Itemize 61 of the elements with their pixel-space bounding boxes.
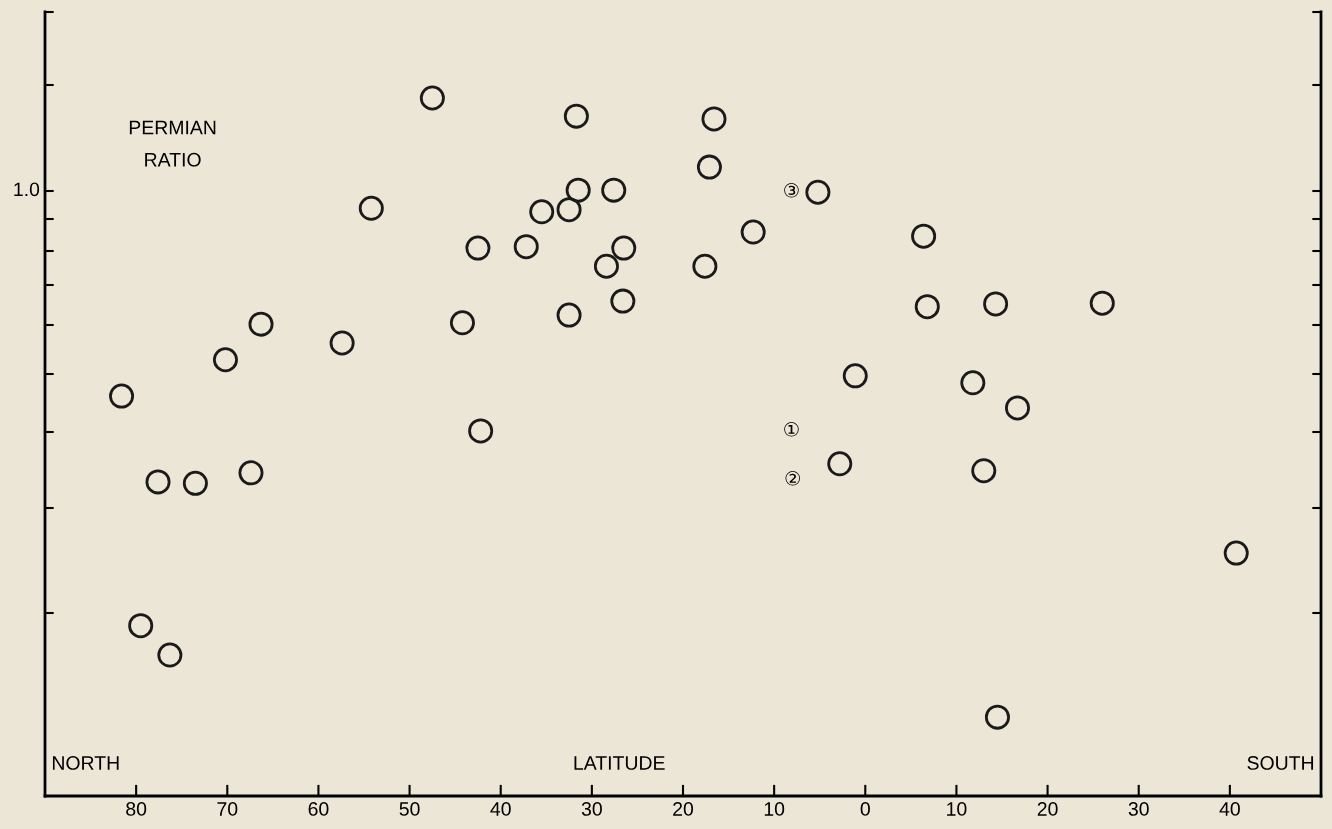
point <box>611 235 637 261</box>
annotation: ② <box>785 471 801 486</box>
point <box>145 469 171 495</box>
point <box>984 704 1010 730</box>
point <box>238 460 264 486</box>
point <box>740 219 766 245</box>
x-tick-label: 0 <box>860 802 870 816</box>
x-tick-label: 40 <box>1219 802 1240 816</box>
point <box>692 253 718 279</box>
x-tick-label: 20 <box>673 802 694 816</box>
annotation: ③ <box>784 183 799 198</box>
point <box>565 177 591 203</box>
x-tick-label: 60 <box>308 802 329 816</box>
x-axis-title: LATITUDE <box>574 756 665 770</box>
point <box>914 294 940 320</box>
point <box>157 642 183 668</box>
point <box>1004 395 1030 421</box>
point <box>358 195 384 221</box>
point <box>983 291 1009 317</box>
point <box>696 154 722 180</box>
point <box>109 383 135 409</box>
x-tick-label: 20 <box>1037 802 1058 816</box>
annotation: ① <box>784 422 799 437</box>
point <box>128 613 154 639</box>
point <box>529 199 555 225</box>
point <box>419 85 445 111</box>
x-tick-label: 80 <box>126 802 147 816</box>
annotation: NORTH <box>52 756 119 770</box>
point <box>805 179 831 205</box>
x-tick-label: 30 <box>1128 802 1149 816</box>
point <box>911 223 937 249</box>
point <box>563 103 589 129</box>
x-tick-label: 10 <box>764 802 785 816</box>
point <box>513 234 539 260</box>
x-tick-label: 30 <box>581 802 602 816</box>
point <box>468 418 494 444</box>
point <box>1089 290 1115 316</box>
point <box>960 370 986 396</box>
point <box>593 253 619 279</box>
y-axis-title: PERMIAN RATIO <box>129 120 216 167</box>
point <box>827 451 853 477</box>
annotation: SOUTH <box>1247 756 1314 770</box>
x-tick-label: 50 <box>399 802 420 816</box>
point <box>842 363 868 389</box>
point <box>556 302 582 328</box>
x-tick-label: 40 <box>490 802 511 816</box>
point <box>182 470 208 496</box>
text: 1.0 <box>14 182 40 197</box>
point <box>971 458 997 484</box>
point <box>248 311 274 337</box>
point <box>329 330 355 356</box>
point <box>465 235 491 261</box>
point <box>1223 540 1249 566</box>
x-tick-label: 70 <box>217 802 238 816</box>
point <box>701 106 727 132</box>
x-tick-label: 10 <box>947 802 967 816</box>
point <box>212 347 238 373</box>
point <box>449 310 475 336</box>
point <box>610 288 636 314</box>
point <box>556 197 582 223</box>
point <box>601 177 627 203</box>
